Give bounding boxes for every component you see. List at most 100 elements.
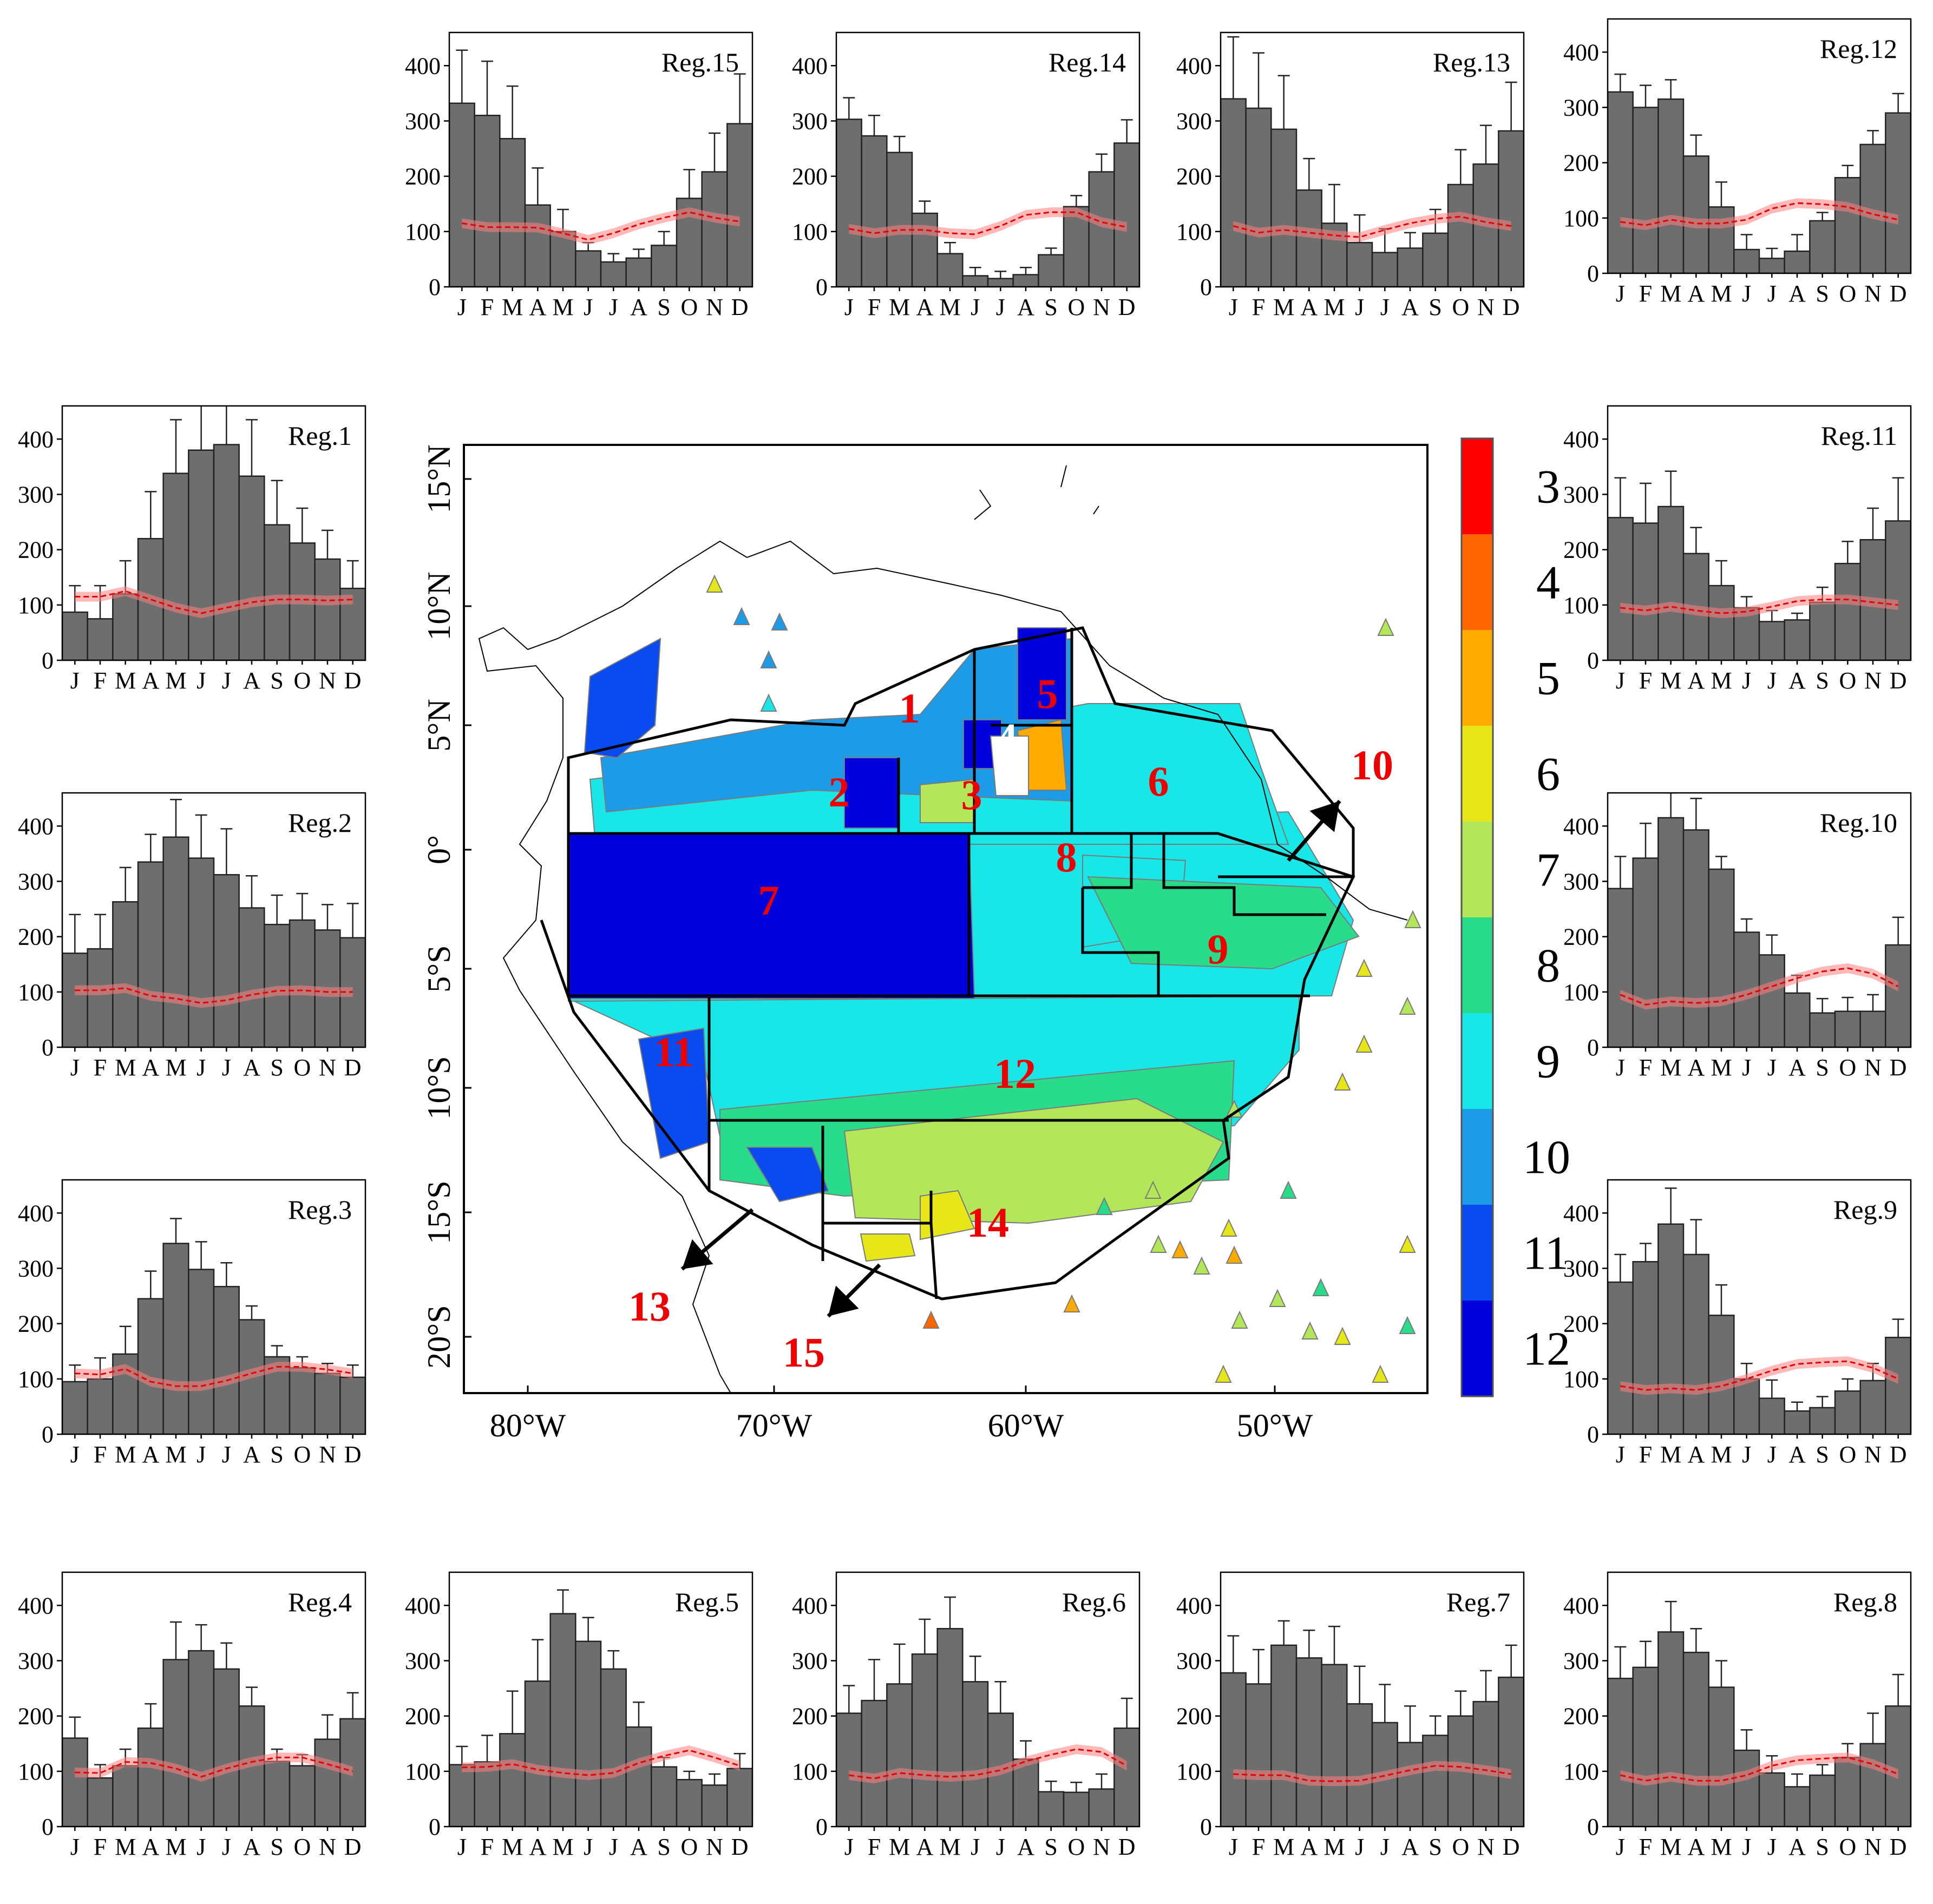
x-tick-label-reg-14: F (868, 294, 881, 320)
region-number: 5 (1037, 670, 1058, 717)
panel-title-reg-1: Reg.1 (288, 421, 352, 451)
bar-reg-8-10 (1859, 1743, 1886, 1827)
bar-reg-12-7 (1784, 250, 1811, 273)
y-tick-label-reg-10: 200 (1563, 924, 1599, 950)
region-boundary-12 (1162, 833, 1326, 916)
region-number: 15 (783, 1329, 825, 1376)
x-tick-label-reg-3: J (70, 1441, 80, 1468)
y-tick-label-reg-11: 100 (1563, 592, 1599, 619)
bar-reg-14-2 (886, 152, 913, 287)
x-tick-label-reg-3: M (165, 1441, 186, 1468)
panel-title-reg-10: Reg.10 (1820, 807, 1897, 838)
bar-reg-15-5 (575, 250, 602, 287)
y-tick-label-reg-8: 200 (1563, 1703, 1599, 1730)
lat-label: 5°N (421, 699, 457, 751)
bar-reg-7-11 (1498, 1676, 1524, 1827)
x-tick-label-reg-8: M (1711, 1834, 1732, 1860)
field-marker-27 (733, 607, 750, 625)
x-tick-label-reg-11: O (1839, 667, 1856, 694)
y-tick-label-reg-5: 0 (429, 1814, 441, 1840)
x-tick-label-reg-5: O (680, 1834, 698, 1860)
x-tick-label-reg-2: N (319, 1054, 336, 1081)
field-12-region5 (1017, 627, 1067, 720)
uncertainty-band-reg-1 (75, 586, 353, 619)
frame-reg-4 (61, 1571, 366, 1828)
bar-reg-1-2 (112, 593, 139, 660)
field-marker-24 (1377, 618, 1394, 636)
plot-area (836, 97, 1139, 287)
y-tick-label-reg-10: 100 (1563, 979, 1599, 1006)
bar-reg-2-9 (289, 919, 316, 1047)
x-tick-label-reg-1: N (319, 667, 336, 694)
region-number: 9 (1208, 925, 1229, 973)
bar-reg-10-4 (1708, 868, 1735, 1047)
bar-reg-2-8 (264, 923, 291, 1047)
x-tick-label-reg-4: F (94, 1834, 107, 1860)
bar-reg-15-0 (449, 102, 475, 287)
y-tick-label-reg-1: 300 (18, 481, 54, 508)
plot-area (62, 1621, 365, 1827)
x-tick-label-reg-1: J (196, 667, 206, 694)
bar-reg-9-5 (1733, 1378, 1760, 1434)
y-tick-label-reg-15: 300 (405, 108, 441, 134)
bar-reg-8-7 (1784, 1786, 1811, 1827)
bar-reg-5-10 (701, 1784, 728, 1827)
bar-reg-9-8 (1809, 1407, 1836, 1434)
panel-title-reg-14: Reg.14 (1049, 47, 1126, 77)
x-tick-label-reg-12: M (1711, 280, 1732, 307)
field-marker-26 (706, 574, 723, 593)
bar-reg-9-4 (1708, 1315, 1735, 1434)
x-tick-label-reg-8: M (1660, 1834, 1681, 1860)
x-tick-label-reg-7: F (1252, 1834, 1265, 1860)
x-tick-label-reg-11: A (1687, 667, 1705, 694)
bar-reg-2-1 (87, 948, 114, 1047)
y-tick-label-reg-14: 300 (792, 108, 828, 134)
frame-reg-10 (1607, 792, 1912, 1048)
bar-reg-3-6 (213, 1285, 240, 1434)
bar-reg-13-9 (1447, 183, 1474, 287)
panel-title-reg-13: Reg.13 (1433, 47, 1510, 77)
x-tick-label-reg-12: J (1616, 280, 1625, 307)
x-tick-label-reg-7: J (1229, 1834, 1238, 1860)
mean-line-reg-12 (1620, 202, 1898, 226)
y-tick-label-reg-14: 100 (792, 219, 828, 245)
field-marker-13 (1399, 1235, 1416, 1253)
x-tick-label-reg-11: J (1616, 667, 1625, 694)
coastline (478, 465, 1408, 1393)
uncertainty-band-reg-3 (75, 1362, 353, 1391)
field-marker-11 (1312, 1278, 1329, 1296)
y-tick-label-reg-15: 200 (405, 163, 441, 190)
y-tick-label-reg-8: 400 (1563, 1592, 1599, 1619)
x-tick-label-reg-5: A (529, 1834, 546, 1860)
bar-reg-5-9 (676, 1778, 703, 1827)
bar-reg-8-1 (1632, 1666, 1659, 1827)
x-tick-label-reg-2: M (115, 1054, 136, 1081)
x-tick-label-reg-11: A (1788, 667, 1806, 694)
x-tick-label-reg-3: S (270, 1441, 283, 1468)
bar-reg-12-4 (1708, 206, 1735, 273)
x-tick-label-reg-4: A (243, 1834, 260, 1860)
region-boundary-0 (567, 626, 1355, 878)
x-tick-label-reg-5: S (657, 1834, 670, 1860)
bar-reg-7-10 (1472, 1701, 1499, 1827)
x-tick-label-reg-13: A (1401, 294, 1419, 320)
panel-title-reg-12: Reg.12 (1820, 34, 1897, 64)
x-tick-label-reg-13: F (1252, 294, 1265, 320)
mean-line-reg-10 (1620, 967, 1899, 1006)
bar-reg-14-5 (962, 275, 989, 287)
panel-title-reg-2: Reg.2 (288, 807, 352, 838)
lon-label: 60°W (988, 1408, 1064, 1443)
bar-reg-13-3 (1295, 189, 1322, 287)
mean-line-reg-7 (1233, 1765, 1511, 1782)
field-marker-29 (760, 650, 777, 668)
x-tick-label-reg-3: F (94, 1441, 107, 1468)
x-tick-label-reg-10: J (1767, 1054, 1777, 1081)
bar-reg-8-3 (1682, 1651, 1709, 1827)
y-tick-label-reg-4: 200 (18, 1703, 54, 1730)
bar-reg-15-1 (474, 115, 501, 287)
x-tick-label-reg-11: S (1816, 667, 1829, 694)
x-tick-label-reg-4: J (196, 1834, 206, 1860)
